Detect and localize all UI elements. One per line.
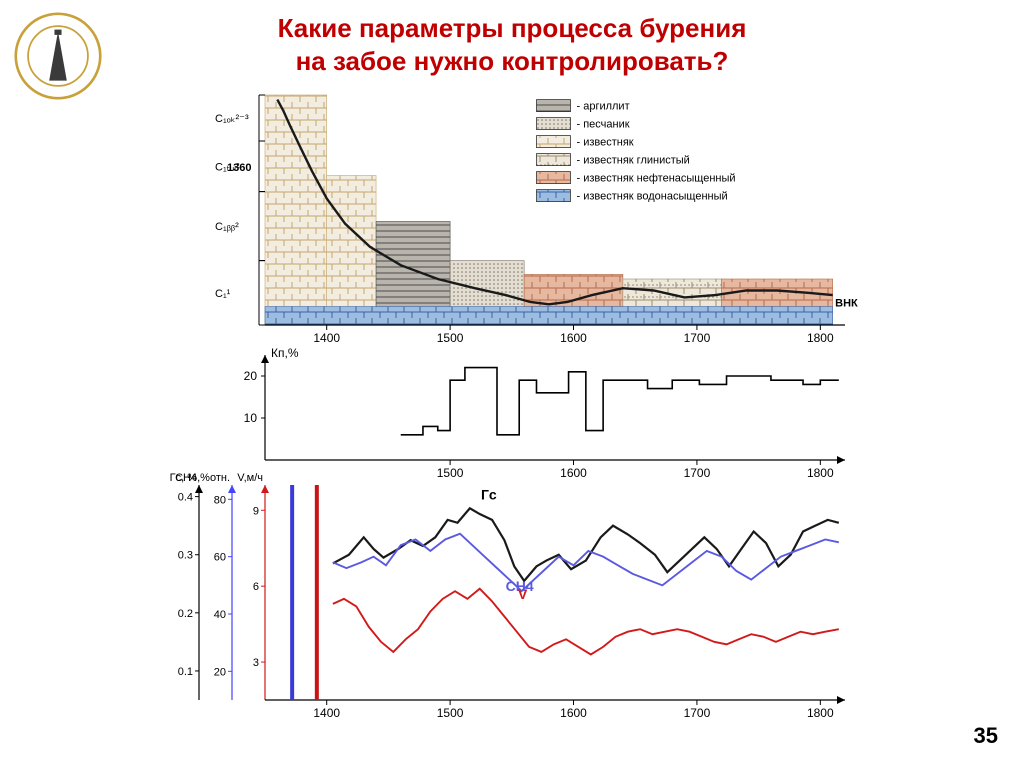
svg-text:1800: 1800 (807, 331, 834, 345)
svg-text:0.2: 0.2 (178, 608, 193, 620)
legend-label: - аргиллит (576, 101, 629, 113)
legend-swatch (536, 190, 570, 202)
series-inline-label: Гс (481, 487, 497, 503)
svg-text:1800: 1800 (807, 466, 834, 480)
series-v (333, 589, 839, 655)
svg-text:1600: 1600 (560, 331, 587, 345)
svg-text:20: 20 (214, 666, 226, 678)
svg-text:0.4: 0.4 (178, 492, 193, 504)
title-line1: Какие параметры процесса бурения (0, 12, 1024, 45)
legend-label: - песчаник (576, 119, 629, 131)
svg-text:1500: 1500 (437, 466, 464, 480)
legend-swatch (536, 154, 570, 166)
stratum-limestone (265, 95, 327, 325)
svg-text:60: 60 (214, 552, 226, 564)
svg-text:20: 20 (244, 369, 258, 383)
svg-text:1400: 1400 (313, 706, 340, 720)
legend-label: - известняк глинистый (576, 155, 689, 167)
mid-ylabel: Кп,% (271, 346, 299, 360)
svg-text:1600: 1600 (560, 706, 587, 720)
drilling-params-figure: C₁ₒₖ²⁻³C₁ₜᵤₗ²C₁ᵦᵦ²C₁¹1360ВНК140015001600… (160, 90, 880, 730)
svg-text:1700: 1700 (684, 706, 711, 720)
svg-text:80: 80 (214, 494, 226, 506)
svg-text:3: 3 (253, 657, 259, 669)
kp-step-line (401, 368, 839, 435)
svg-text:0.3: 0.3 (178, 550, 193, 562)
title-line2: на забое нужно контролировать? (0, 45, 1024, 78)
legend-label: - известняк водонасыщенный (576, 191, 727, 203)
svg-text:1800: 1800 (807, 706, 834, 720)
svg-text:1400: 1400 (313, 331, 340, 345)
bottom-axis-label: V,м/ч (237, 472, 263, 484)
legend-label: - известняк нефтенасыщенный (576, 173, 735, 185)
slide-title: Какие параметры процесса бурения на забо… (0, 12, 1024, 77)
legend-label: - известняк (576, 137, 633, 149)
strat-label: C₁ᵦᵦ² (215, 221, 239, 233)
svg-text:1500: 1500 (437, 331, 464, 345)
legend-swatch (536, 136, 570, 148)
svg-text:ВНК: ВНК (835, 298, 858, 310)
svg-text:1360: 1360 (227, 162, 251, 174)
svg-text:40: 40 (214, 609, 226, 621)
slide-number: 35 (974, 723, 998, 749)
svg-text:0.1: 0.1 (178, 666, 193, 678)
svg-text:10: 10 (244, 411, 258, 425)
stratum-limestone_water (265, 307, 833, 325)
svg-text:1700: 1700 (684, 331, 711, 345)
strat-label: C₁¹ (215, 288, 231, 300)
series-ch4 (333, 534, 839, 591)
bottom-axis-label: CH4,%отн. (175, 472, 230, 484)
svg-text:6: 6 (253, 581, 259, 593)
legend-swatch (536, 118, 570, 130)
legend-swatch (536, 172, 570, 184)
series-inline-label: V (518, 586, 528, 602)
legend-swatch (536, 100, 570, 112)
svg-text:9: 9 (253, 505, 259, 517)
svg-text:1700: 1700 (684, 466, 711, 480)
stratum-limestone (327, 176, 376, 326)
svg-text:1600: 1600 (560, 466, 587, 480)
strat-label: C₁ₒₖ²⁻³ (215, 113, 249, 125)
svg-text:1500: 1500 (437, 706, 464, 720)
